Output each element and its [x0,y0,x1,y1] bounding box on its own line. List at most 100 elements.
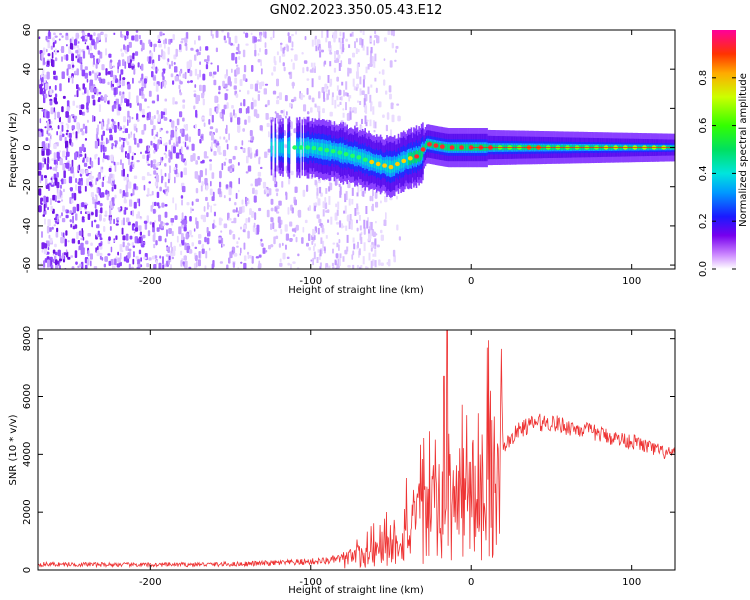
noise-cell [341,223,343,229]
noise-cell [132,258,135,265]
noise-cell [46,39,50,43]
x-tick-label: -100 [299,276,322,287]
noise-cell [202,98,205,106]
noise-cell [71,76,74,84]
noise-cell [339,253,342,259]
noise-cell [115,223,119,226]
band-cell [392,160,395,173]
ridge-peak [369,159,375,165]
noise-cell [49,237,53,243]
noise-cell [318,111,321,120]
noise-cell [118,60,121,66]
noise-cell [308,233,311,241]
noise-cell [48,138,52,142]
noise-cell [49,98,53,102]
noise-cell [346,113,351,121]
noise-cell [164,181,167,188]
noise-cell [356,219,358,224]
band-cell [443,143,446,151]
noise-cell [313,245,315,252]
noise-cell [203,151,207,159]
noise-cell [52,167,56,171]
noise-cell [241,140,244,146]
band-cell [386,159,388,173]
noise-cell [149,221,152,225]
noise-cell [44,243,48,249]
noise-cell [78,41,80,44]
noise-cell [182,141,185,144]
noise-cell [365,206,368,214]
noise-cell [89,253,93,260]
noise-cell [245,32,249,38]
noise-cell [158,43,162,48]
band-cell [342,146,345,160]
noise-cell [67,240,70,243]
noise-cell [323,98,326,102]
noise-cell [383,79,386,86]
noise-cell [223,223,228,229]
noise-cell [375,220,377,224]
noise-cell [136,266,141,269]
noise-cell [61,218,66,223]
noise-cell [225,88,229,92]
noise-cell [152,222,155,228]
band-cell [280,142,283,153]
noise-cell [160,111,163,119]
noise-cell [290,170,294,176]
noise-cell [129,165,133,172]
noise-cell [58,150,62,153]
noise-cell [334,51,336,60]
noise-cell [333,38,336,43]
noise-cell [63,178,67,184]
noise-cell [79,263,82,267]
noise-cell [245,218,248,224]
noise-cell [184,224,187,228]
noise-cell [77,58,80,63]
noise-cell [263,88,267,95]
noise-cell [95,63,98,69]
noise-cell [113,218,115,225]
noise-cell [270,198,274,205]
noise-cell [365,122,368,127]
band-cell [349,149,351,161]
noise-cell [348,221,351,230]
noise-cell [331,96,334,106]
noise-cell [91,196,95,201]
noise-cell [195,49,199,52]
noise-cell [61,56,63,62]
noise-cell [271,72,274,76]
noise-cell [153,44,156,52]
noise-cell [384,195,388,203]
noise-cell [98,188,101,196]
noise-cell [342,112,345,118]
noise-cell [184,43,188,47]
noise-cell [336,176,339,186]
noise-cell [60,121,64,125]
noise-cell [250,32,253,35]
noise-cell [160,81,163,89]
noise-cell [55,263,59,269]
noise-cell [137,259,141,265]
noise-cell [353,86,356,91]
noise-cell [161,156,164,161]
noise-cell [90,260,92,267]
noise-cell [101,64,105,71]
noise-cell [50,107,54,115]
noise-cell [186,268,188,269]
noise-cell [229,81,232,87]
noise-cell [369,119,372,127]
noise-cell [223,136,226,140]
noise-cell [282,47,285,54]
noise-cell [217,188,222,195]
noise-cell [245,43,249,46]
noise-cell [343,210,346,214]
noise-cell [279,262,283,267]
noise-cell [165,222,169,226]
noise-cell [134,34,139,42]
noise-cell [138,236,142,244]
ridge-peak [414,154,420,159]
noise-cell [89,42,93,51]
noise-cell [318,218,322,224]
noise-cell [176,118,180,126]
